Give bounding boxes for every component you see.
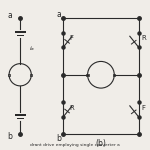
Text: F: F: [69, 35, 73, 41]
Text: F: F: [142, 105, 146, 111]
Bar: [113, 74, 116, 76]
Text: R: R: [142, 35, 146, 41]
Bar: [86, 74, 89, 76]
Text: R: R: [69, 105, 74, 111]
Bar: [30, 74, 33, 76]
Bar: [8, 74, 10, 76]
Text: (b): (b): [96, 139, 106, 148]
Text: $i_a$: $i_a$: [29, 44, 35, 52]
Text: a: a: [8, 11, 12, 20]
Text: b: b: [7, 132, 12, 141]
Text: drant drive employing single converter a: drant drive employing single converter a: [30, 143, 120, 147]
Text: b: b: [56, 134, 61, 143]
Text: a: a: [56, 10, 61, 19]
